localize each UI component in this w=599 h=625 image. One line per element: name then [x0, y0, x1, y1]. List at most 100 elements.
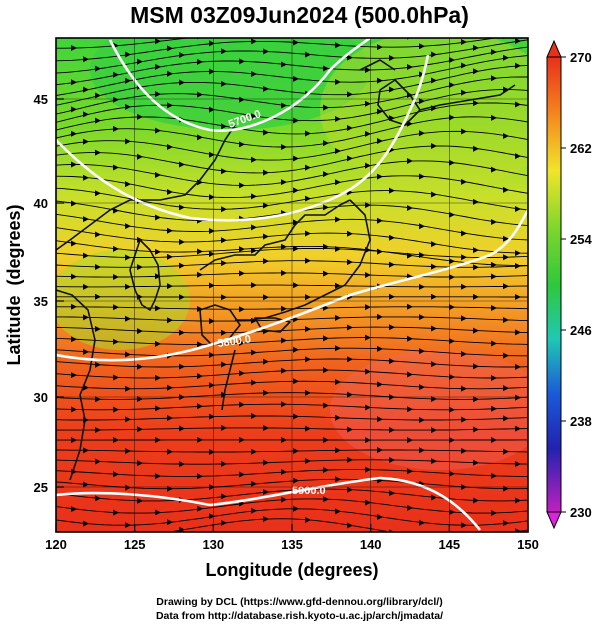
streamline-arrow	[365, 437, 371, 444]
streamline-arrow	[491, 436, 497, 443]
streamline-arrow	[323, 496, 329, 503]
streamline-arrow	[335, 179, 341, 186]
streamline-arrow	[179, 425, 185, 432]
streamline-arrow	[365, 368, 371, 375]
streamline-arrow	[473, 327, 479, 334]
streamline-arrow	[221, 460, 227, 467]
streamline-arrow	[377, 77, 383, 84]
streamline-arrow	[251, 412, 257, 419]
streamline-arrow	[449, 304, 455, 311]
streamline-arrow	[419, 251, 425, 258]
streamline-arrow	[377, 345, 383, 352]
streamline-arrow	[125, 181, 131, 188]
y-tick-label: 30	[34, 390, 48, 405]
streamline-arrow	[263, 233, 269, 240]
streamline-arrow	[239, 401, 245, 408]
streamline-arrow	[167, 102, 173, 109]
streamline-arrow	[431, 263, 437, 270]
x-tick-label: 130	[202, 537, 224, 552]
streamline-arrow	[431, 458, 437, 465]
streamline-arrow	[83, 216, 89, 223]
streamline-arrow	[419, 173, 425, 180]
streamline-arrow	[251, 71, 257, 78]
streamline-arrow	[407, 437, 413, 444]
streamline-arrow	[431, 494, 437, 501]
streamline-arrow	[293, 117, 299, 124]
x-tick-label: 140	[360, 537, 382, 552]
streamline-arrow	[197, 505, 203, 512]
streamline-arrow	[209, 413, 215, 420]
streamline-arrow	[347, 324, 353, 331]
streamline-arrow	[461, 522, 467, 529]
streamline-arrow	[305, 257, 311, 264]
streamline-arrow	[461, 385, 467, 392]
streamline-arrow	[491, 304, 497, 311]
streamline-arrow	[335, 42, 341, 49]
streamline-arrow	[263, 459, 269, 466]
streamline-arrow	[263, 424, 269, 431]
streamline-arrow	[221, 260, 227, 267]
streamline-arrow	[515, 263, 521, 270]
streamline-arrow	[209, 251, 215, 258]
streamline-arrow	[221, 123, 227, 130]
streamline-arrow	[335, 414, 341, 421]
streamline-arrow	[347, 230, 353, 237]
x-tick-labels: 120 125 130 135 140 145 150	[45, 537, 539, 552]
streamline-arrow	[263, 48, 269, 55]
streamline-arrow	[293, 39, 299, 46]
streamline-arrow	[95, 92, 101, 99]
streamline-arrow	[335, 314, 341, 321]
streamline-arrow	[209, 194, 215, 201]
streamline-arrow	[365, 162, 371, 169]
streamline-arrow	[389, 456, 395, 463]
colorbar-max-arrow	[546, 39, 562, 58]
streamline-arrow	[335, 245, 341, 252]
streamline-arrow	[407, 468, 413, 475]
streamline-arrow	[389, 187, 395, 194]
colorbar: 270 262 254 246 238 230	[546, 39, 592, 530]
streamline-arrow	[323, 104, 329, 111]
streamline-arrow	[473, 198, 479, 205]
map-title: MSM 03Z09Jun2024 (500.0hPa)	[130, 2, 469, 28]
streamline-arrow	[407, 63, 413, 70]
contour-label: 5900.0	[292, 485, 326, 497]
streamline-arrow	[419, 283, 425, 290]
streamline-arrow	[407, 335, 413, 342]
streamline-arrow	[419, 519, 425, 526]
streamline-arrow	[113, 471, 119, 478]
streamline-arrow	[281, 436, 287, 443]
streamline-arrow	[251, 282, 257, 289]
streamline-arrow	[281, 305, 287, 312]
streamline-arrow	[419, 71, 425, 78]
y-tick-label: 45	[34, 92, 48, 107]
streamline-arrow	[473, 497, 479, 504]
streamline-arrow	[449, 274, 455, 281]
streamline-arrow	[515, 394, 521, 401]
streamline-arrow	[449, 82, 455, 89]
streamline-arrow	[305, 164, 311, 171]
streamline-arrow	[221, 424, 227, 431]
streamline-arrow	[305, 425, 311, 432]
streamline-arrow	[281, 179, 287, 186]
streamline-arrow	[503, 352, 509, 359]
streamline-arrow	[155, 305, 161, 312]
streamline-arrow	[251, 193, 257, 200]
streamline-arrow	[377, 381, 383, 388]
streamline-arrow	[179, 161, 185, 168]
streamline-arrow	[389, 86, 395, 93]
streamline-arrow	[281, 243, 287, 250]
streamline-arrow	[179, 294, 185, 301]
streamline-arrow	[377, 173, 383, 180]
streamline-arrow	[251, 349, 257, 356]
coastlines	[56, 59, 516, 481]
streamline-arrow	[71, 273, 77, 280]
streamline-arrow	[251, 480, 257, 487]
streamline-arrow	[239, 141, 245, 148]
streamline-arrow	[281, 269, 287, 276]
streamline-arrow	[155, 38, 161, 45]
streamline-arrow	[377, 446, 383, 453]
streamline-arrow	[221, 329, 227, 336]
streamline-arrow	[431, 77, 437, 84]
streamline-arrow	[251, 156, 257, 163]
streamline-arrow	[503, 415, 509, 422]
